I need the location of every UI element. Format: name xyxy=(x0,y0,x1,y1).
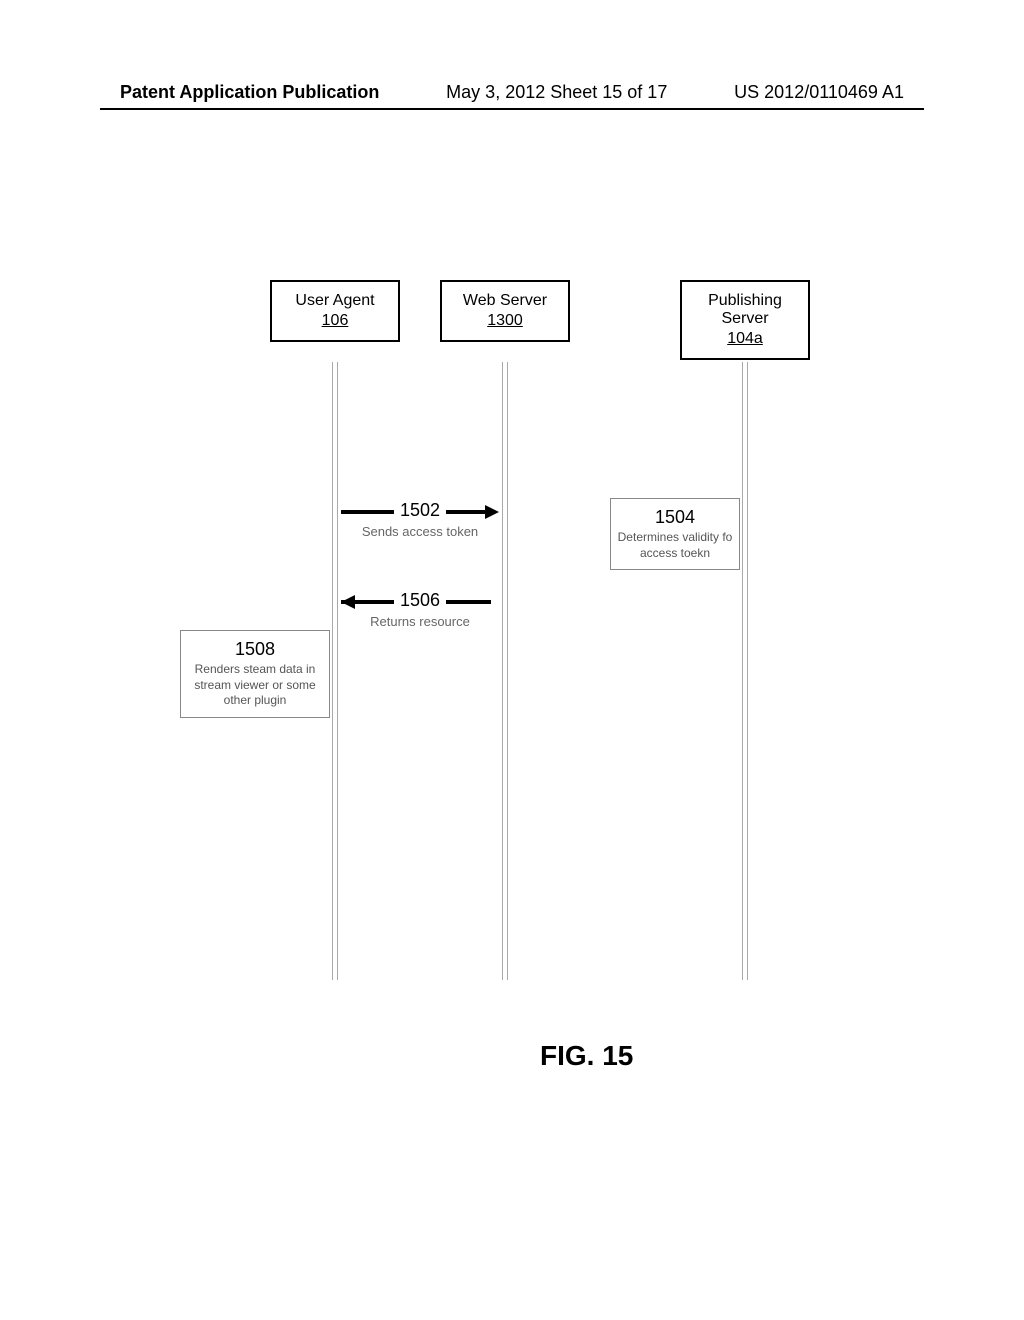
note-number: 1504 xyxy=(617,507,733,528)
actor-ua: User Agent 106 xyxy=(270,280,400,342)
sequence-diagram: User Agent 106 Web Server 1300 Publishing Se… xyxy=(0,280,1024,1060)
arrow-number: 1506 xyxy=(394,590,446,611)
actor-ps: Publishing Server 104a xyxy=(680,280,810,360)
actor-title: Web Server xyxy=(450,292,560,310)
actor-ref: 1300 xyxy=(450,312,560,330)
arrow-text: Returns resource xyxy=(335,614,505,629)
header-left: Patent Application Publication xyxy=(120,82,379,103)
actor-title: User Agent xyxy=(280,292,390,310)
actor-ws: Web Server 1300 xyxy=(440,280,570,342)
lifeline-ps xyxy=(742,362,748,980)
note-1508: 1508Renders steam data in stream viewer … xyxy=(180,630,330,718)
arrow-head-icon xyxy=(341,595,355,609)
actor-ref: 104a xyxy=(690,330,800,348)
header-divider xyxy=(100,108,924,110)
note-1504: 1504Determines validity fo access toekn xyxy=(610,498,740,570)
lifeline-ws xyxy=(502,362,508,980)
note-text: Renders steam data in stream viewer or s… xyxy=(187,662,323,709)
actor-title: Publishing Server xyxy=(690,292,800,328)
page-header: Patent Application Publication May 3, 20… xyxy=(0,82,1024,103)
note-text: Determines validity fo access toekn xyxy=(617,530,733,561)
arrow-number: 1502 xyxy=(394,500,446,521)
actor-ref: 106 xyxy=(280,312,390,330)
arrow-head-icon xyxy=(485,505,499,519)
figure-label: FIG. 15 xyxy=(540,1040,633,1072)
header-right: US 2012/0110469 A1 xyxy=(734,82,904,103)
arrow-text: Sends access token xyxy=(335,524,505,539)
lifeline-ua xyxy=(332,362,338,980)
header-center: May 3, 2012 Sheet 15 of 17 xyxy=(446,82,667,103)
note-number: 1508 xyxy=(187,639,323,660)
